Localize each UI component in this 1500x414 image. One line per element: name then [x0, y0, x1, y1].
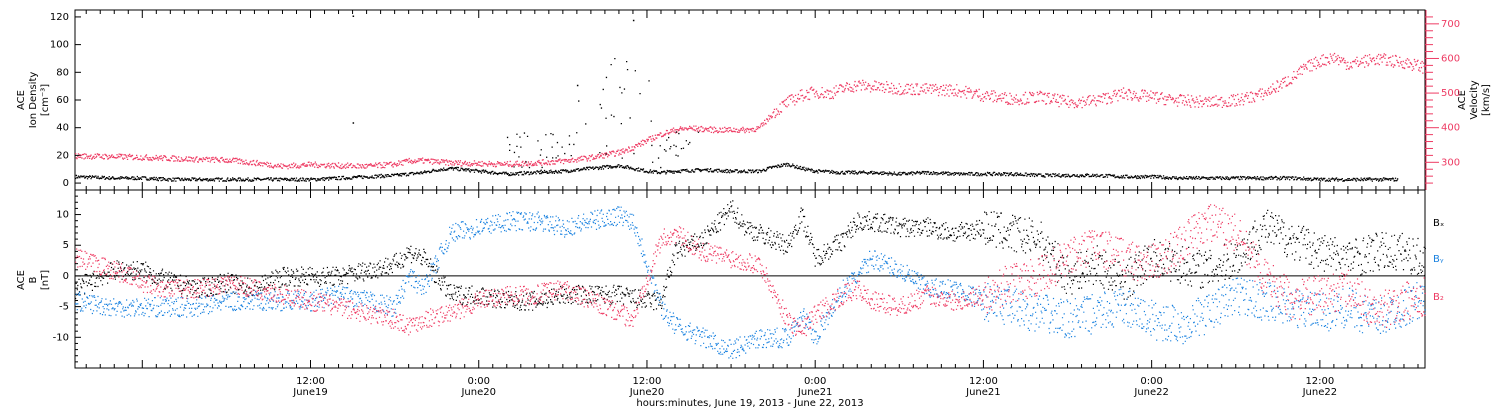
density-tick-label: 80 — [56, 67, 69, 78]
x-tick-time-label: 12:00 — [1305, 376, 1334, 387]
velocity-label-line2: Velocity — [1469, 80, 1480, 119]
legend-bx: Bₓ — [1433, 218, 1444, 229]
velocity-label-unit: [km/s] — [1481, 84, 1492, 116]
density-tick-label: 0 — [63, 178, 69, 189]
velocity-tick-label: 500 — [1441, 88, 1460, 99]
density-tick-label: 60 — [56, 95, 69, 106]
x-axis-title: hours:minutes, June 19, 2013 - June 22, … — [636, 398, 863, 409]
b-label-unit: [nT] — [40, 270, 51, 290]
velocity-tick-label: 300 — [1441, 157, 1460, 168]
b-label-line2: B — [28, 276, 39, 283]
x-tick-day-label: June21 — [797, 387, 833, 398]
b-tick-label: 5 — [63, 240, 69, 251]
bottom-panel-frame — [74, 189, 1426, 369]
velocity-series — [75, 52, 1427, 170]
density-axis-label: ACE Ion Density [cm⁻³] — [16, 72, 51, 129]
b-tick-label: -5 — [59, 302, 69, 313]
x-tick-day-label: June22 — [1133, 387, 1169, 398]
x-tick-time-label: 0:00 — [1140, 376, 1162, 387]
x-tick-day-label: June22 — [1302, 387, 1338, 398]
x-tick-time-label: 0:00 — [804, 376, 826, 387]
b-tick-label: 0 — [63, 271, 69, 282]
density-tick-label: 20 — [56, 150, 69, 161]
x-tick-time-label: 12:00 — [296, 376, 325, 387]
density-tick-label: 40 — [56, 123, 69, 134]
legend-by: Bᵧ — [1433, 254, 1444, 265]
b-tick-label: 10 — [56, 210, 69, 221]
density-label-unit: [cm⁻³] — [40, 84, 51, 116]
x-tick-day-label: June20 — [629, 387, 665, 398]
x-tick-day-label: June20 — [460, 387, 496, 398]
x-tick-day-label: June19 — [292, 387, 328, 398]
b-tick-label: -10 — [53, 332, 69, 343]
b-label-line1: ACE — [16, 270, 27, 290]
density-outliers — [352, 15, 701, 173]
b-series-bx — [75, 200, 1426, 311]
chart-marks: 0 20 40 60 80 100 120 300 400 500 600 700 -10 -5 0 5 10 1… — [50, 10, 1460, 398]
b-axis-label: ACE B [nT] — [16, 270, 51, 290]
density-tick-label: 120 — [50, 12, 69, 23]
b-series-by — [75, 206, 1426, 359]
velocity-label-line1: ACE — [1457, 90, 1468, 110]
x-tick-day-label: June21 — [965, 387, 1001, 398]
x-tick-time-label: 12:00 — [633, 376, 662, 387]
density-label-line2: Ion Density — [28, 72, 39, 129]
velocity-tick-label: 600 — [1441, 53, 1460, 64]
density-label-line1: ACE — [16, 90, 27, 110]
x-tick-time-label: 0:00 — [468, 376, 490, 387]
top-panel-frame — [74, 9, 1426, 191]
x-tick-time-label: 12:00 — [969, 376, 998, 387]
density-tick-label: 100 — [50, 40, 69, 51]
velocity-tick-label: 700 — [1441, 19, 1460, 30]
velocity-axis-label: ACE Velocity [km/s] — [1457, 80, 1492, 119]
b-series-bz — [75, 204, 1426, 337]
density-series — [75, 162, 1399, 182]
velocity-tick-label: 400 — [1441, 123, 1460, 134]
legend-bz: B₂ — [1433, 292, 1444, 303]
